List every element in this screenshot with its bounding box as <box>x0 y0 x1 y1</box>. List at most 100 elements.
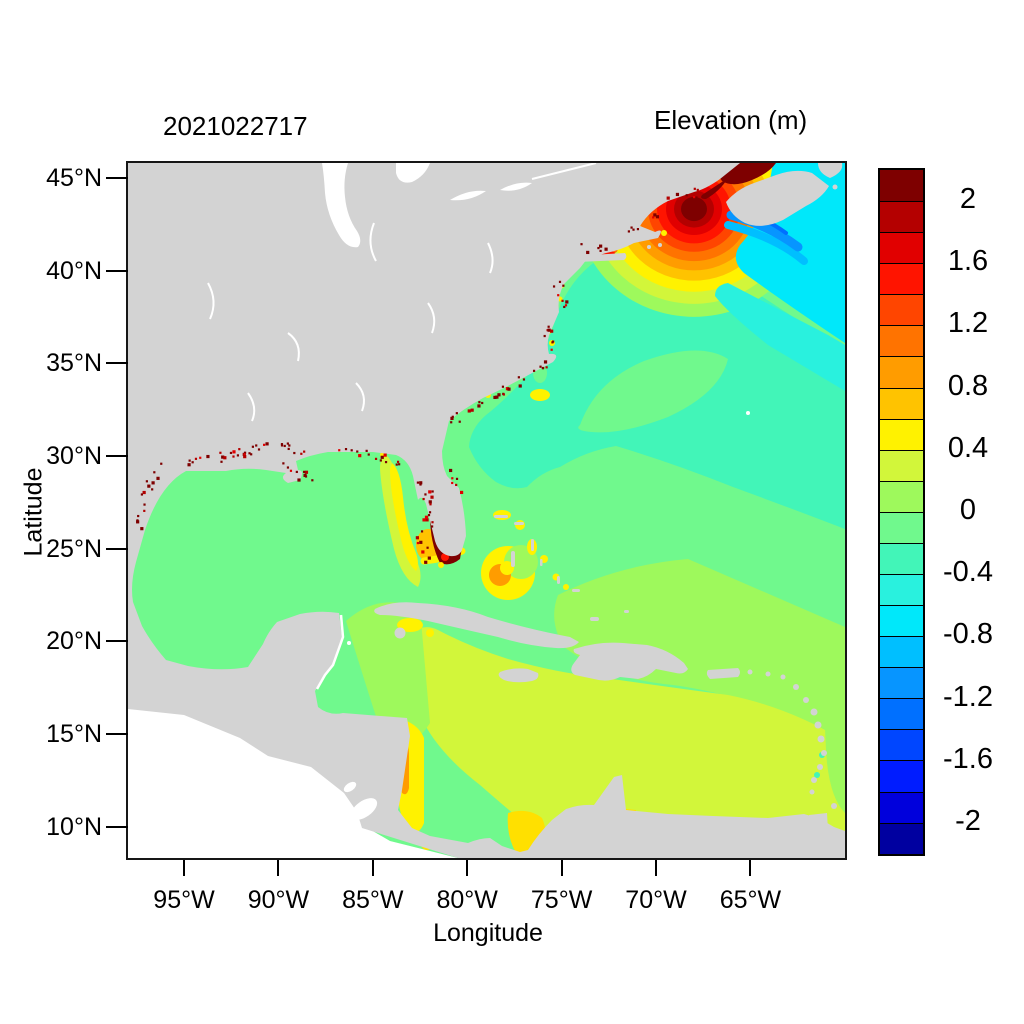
colorbar-segment <box>880 325 923 357</box>
lakes-white <box>322 163 750 820</box>
x-tick-mark <box>277 860 280 876</box>
lake-ontario <box>500 182 532 191</box>
colorbar <box>878 168 925 856</box>
y-tick-mark <box>106 825 128 828</box>
map-panel <box>126 101 847 860</box>
y-tick-mark <box>106 547 128 550</box>
land-cape-breton <box>818 163 843 178</box>
colorbar-tick-label: 0.8 <box>947 369 989 402</box>
x-tick-label: 80°W <box>436 886 498 914</box>
x-tick-label: 75°W <box>530 886 593 914</box>
colorbar-segment <box>880 698 923 730</box>
x-tick-label: 90°W <box>247 886 310 914</box>
timestamp-title: 2021022717 <box>163 111 308 141</box>
x-tick-mark <box>466 860 469 876</box>
lightgreen-band <box>554 559 845 738</box>
colorbar-segment <box>880 449 923 481</box>
lake-erie <box>450 190 486 201</box>
cozumel-dot <box>347 641 351 645</box>
land-trinidad <box>809 813 828 831</box>
colorbar-segment <box>880 232 923 264</box>
land-islet-1 <box>832 184 838 190</box>
land-bahama-slivers <box>494 515 629 621</box>
colorbar-segment <box>880 387 923 419</box>
colorbar-segment <box>880 822 923 854</box>
y-tick-mark <box>106 177 128 179</box>
x-tick-mark <box>183 860 185 876</box>
pamlico-yellow <box>530 389 550 401</box>
colorbar-segment <box>880 170 923 202</box>
bahama-yellow-6 <box>563 584 569 590</box>
bay-of-fundy-wedge <box>701 178 728 199</box>
lightgreen-east-antilles <box>824 641 845 813</box>
x-tick-mark <box>371 860 374 876</box>
x-tick-mark <box>655 860 657 876</box>
land-nova-scotia <box>726 170 829 226</box>
river-squiggles <box>207 162 597 422</box>
y-tick-label: 10°N <box>46 812 102 841</box>
y-tick-label: 45°N <box>46 164 102 192</box>
colorbar-segment <box>880 605 923 637</box>
x-tick-label: 65°W <box>719 886 782 914</box>
pacific-outside-mesh <box>128 703 458 858</box>
y-tick-label: 25°N <box>46 534 102 563</box>
y-tick-mark <box>106 269 128 272</box>
land-marthas-vineyard <box>647 245 651 249</box>
lake-managua <box>343 781 357 793</box>
cape-cod-yellow <box>661 230 667 236</box>
lake-huron <box>396 163 430 183</box>
land-isle-of-youth <box>394 627 406 639</box>
colorbar-tick-label: 0 <box>959 494 977 526</box>
y-tick-label: 35°N <box>46 349 102 378</box>
colorbar-tick-label: -1.6 <box>943 742 993 775</box>
y-tick-mark <box>106 454 128 457</box>
contour-map <box>128 101 845 858</box>
yellowgreen-caribbean <box>409 627 845 855</box>
y-tick-mark <box>106 640 128 643</box>
colorbar-segment <box>880 201 923 233</box>
colorbar-tick-label: 1.6 <box>947 245 989 278</box>
y-tick-label: 30°N <box>46 441 102 470</box>
colorbar-tick-label: 2 <box>959 183 977 216</box>
cuba-south-yellow <box>426 629 434 637</box>
cyan-turquoise-band <box>715 283 845 391</box>
colorbar-tick-label: -1.2 <box>943 680 993 713</box>
bermuda-dot <box>746 411 750 415</box>
lightgreen-belize-shelf <box>346 602 430 748</box>
colorbar-segment <box>880 480 923 512</box>
colorbar-segment <box>880 418 923 450</box>
wfl-shelf-yellow <box>390 463 418 571</box>
colorbar-tick-label: -2 <box>955 804 981 837</box>
x-tick-mark <box>749 860 752 876</box>
land-long-island <box>573 253 627 262</box>
colorbar-segment <box>880 542 923 575</box>
colorbar-tick-label: 0.4 <box>947 431 989 464</box>
x-tick-label: 70°W <box>625 886 687 914</box>
colorbar-segment <box>880 729 923 761</box>
colorbar-segment <box>880 356 923 388</box>
land-cuba <box>374 602 579 649</box>
bahamas-arc-orange-cut <box>500 561 514 575</box>
colorbar-segment <box>880 574 923 606</box>
x-tick-label: 95°W <box>153 886 215 914</box>
y-tick-mark <box>106 732 128 735</box>
lake-michigan <box>322 163 361 248</box>
batabano-yellow <box>397 618 423 632</box>
colorbar-segment <box>880 791 923 823</box>
antilles-turquoise-2 <box>814 772 820 778</box>
colorbar-segment <box>880 667 923 699</box>
yucatan-white-fringe <box>315 614 345 690</box>
nova-scotia-blue-arc-outer <box>724 221 808 265</box>
y-tick-label: 15°N <box>46 719 102 748</box>
coastal-marsh-speckles <box>136 187 699 564</box>
x-axis-label: Longitude <box>433 919 543 947</box>
sfl-yellow-dot <box>438 562 444 568</box>
x-tick-label: 85°W <box>342 886 404 914</box>
colorbar-title: Elevation (m) <box>654 105 808 135</box>
lake-nicaragua <box>350 798 378 820</box>
green-tongue <box>578 350 728 433</box>
colorbar-segment <box>880 511 923 543</box>
colorbar-segment <box>880 263 923 295</box>
land-lesser-antilles <box>747 669 837 809</box>
